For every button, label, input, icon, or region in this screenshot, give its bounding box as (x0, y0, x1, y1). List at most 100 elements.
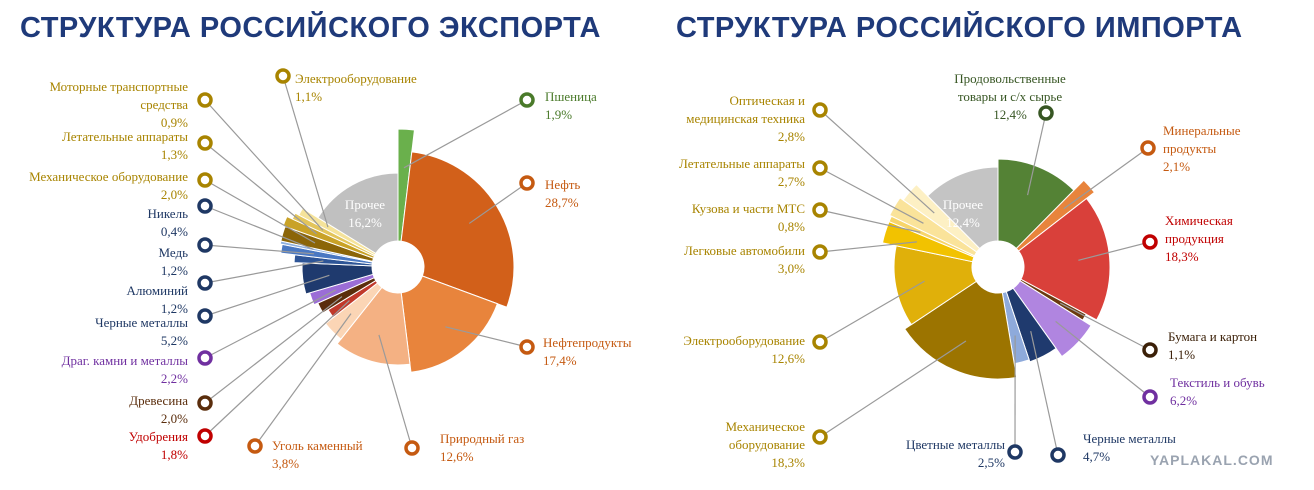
label-marker (519, 92, 535, 108)
category-label: Нефтепродукты (543, 335, 632, 350)
category-label: Бумага и картон (1168, 329, 1258, 344)
category-label: Механическое оборудование (29, 169, 188, 184)
label-marker (812, 429, 828, 445)
slice-label: Текстиль и обувь 6,2% (1170, 374, 1265, 410)
leader-line (204, 289, 337, 359)
label-marker (197, 172, 213, 188)
leader-line (204, 260, 324, 284)
label-marker (197, 135, 213, 151)
slice-label: Природный газ 12,6% (440, 430, 524, 466)
value-label: 0,9% (160, 115, 188, 130)
label-marker (197, 275, 213, 291)
value-label: 3,8% (272, 456, 300, 471)
category-label: Летательные аппараты (679, 156, 805, 171)
category-label: Текстиль и обувь (1170, 375, 1265, 390)
pie-slice (926, 166, 999, 250)
label-marker (404, 440, 420, 456)
pie-hole (973, 242, 1023, 292)
category-label: Нефть (545, 177, 581, 192)
leader-line (819, 209, 921, 233)
slice-label: Древесина 2,0% (129, 392, 188, 428)
slice-label: Медь 1,2% (158, 244, 188, 280)
leader-line (204, 300, 350, 437)
label-marker (812, 334, 828, 350)
slice-label: Оптическая и медицинская техника 2,8% (660, 92, 805, 146)
value-label: 12,4% (993, 107, 1027, 122)
label-marker (1140, 140, 1156, 156)
slice-label: Нефть 28,7% (545, 176, 580, 212)
pie-slice (997, 158, 1075, 250)
value-label: 28,7% (545, 195, 579, 210)
category-label: Черные металлы (95, 315, 188, 330)
slice-label: Прочее 12,4% (943, 196, 983, 232)
label-marker (197, 308, 213, 324)
pie-slice (336, 286, 411, 366)
label-marker (1142, 342, 1158, 358)
slice-label: Удобрения 1,8% (129, 428, 188, 464)
value-label: 1,2% (160, 263, 188, 278)
slice-label: Прочее 16,2% (345, 196, 385, 232)
leader-line (403, 99, 528, 169)
slice-label: Уголь каменный 3,8% (272, 437, 363, 473)
value-label: 2,0% (160, 187, 188, 202)
category-label: Цветные металлы (905, 437, 1005, 452)
slice-label: Минеральные продукты 2,1% (1163, 122, 1258, 176)
pie-slice (317, 172, 399, 255)
leader-line (468, 182, 528, 224)
leader-line (1030, 331, 1059, 456)
leader-line (819, 280, 925, 343)
value-label: 0,4% (160, 224, 188, 239)
category-label: Медь (158, 245, 188, 260)
watermark: YAPLAKAL.COM (1150, 452, 1274, 468)
value-label: 2,5% (977, 455, 1005, 470)
value-label: 12,4% (946, 215, 980, 230)
label-marker (197, 198, 213, 214)
slice-label: Продовольственные товары и с/х сырье 12,4… (940, 70, 1080, 124)
slice-label: Драг. камни и металлы 2,2% (62, 352, 188, 388)
category-label: Драг. камни и металлы (61, 353, 188, 368)
label-marker (519, 339, 535, 355)
value-label: 1,9% (545, 107, 573, 122)
value-label: 2,7% (777, 174, 805, 189)
leader-line (819, 109, 935, 214)
value-label: 1,1% (1168, 347, 1196, 362)
category-label: Летательные аппараты (62, 129, 188, 144)
category-label: Пшеница (545, 89, 597, 104)
value-label: 17,4% (543, 353, 577, 368)
value-label: 4,7% (1083, 449, 1111, 464)
leader-line (1063, 147, 1149, 210)
value-label: 5,2% (160, 333, 188, 348)
category-label: Черные металлы (1083, 431, 1176, 446)
slice-label: Нефтепродукты 17,4% (543, 334, 631, 370)
pie-slice (400, 275, 499, 373)
category-label: Кузова и части МТС (691, 201, 805, 216)
label-marker (275, 68, 291, 84)
label-marker (1050, 447, 1066, 463)
value-label: 1,2% (160, 301, 188, 316)
label-marker (1007, 444, 1023, 460)
slice-label: Цветные металлы 2,5% (906, 436, 1005, 472)
category-label: Древесина (129, 393, 188, 408)
category-label: Удобрения (128, 429, 188, 444)
slice-label: Черные металлы 5,2% (95, 314, 188, 350)
label-marker (197, 350, 213, 366)
slice-label: Летательные аппараты 2,7% (679, 155, 805, 191)
label-marker (812, 102, 828, 118)
leader-line (204, 205, 314, 250)
slice-label: Химическая продукция 18,3% (1165, 212, 1265, 266)
category-label: Минеральные продукты (1163, 123, 1241, 156)
leader-line (282, 75, 329, 228)
leader-line (204, 99, 324, 231)
slice-label: Алюминий 1,2% (127, 282, 188, 318)
slice-label: Летательные аппараты 1,3% (62, 128, 188, 164)
category-label: Оптическая и медицинская техника (686, 93, 805, 126)
leader-line (445, 326, 528, 348)
slice-label: Механическое оборудование 18,3% (695, 418, 806, 472)
value-label: 2,1% (1163, 159, 1191, 174)
category-label: Электрооборудование (683, 333, 805, 348)
value-label: 0,8% (777, 219, 805, 234)
value-label: 2,0% (160, 411, 188, 426)
value-label: 12,6% (771, 351, 805, 366)
leader-line (204, 274, 330, 317)
category-label: Электрооборудование (295, 71, 417, 86)
